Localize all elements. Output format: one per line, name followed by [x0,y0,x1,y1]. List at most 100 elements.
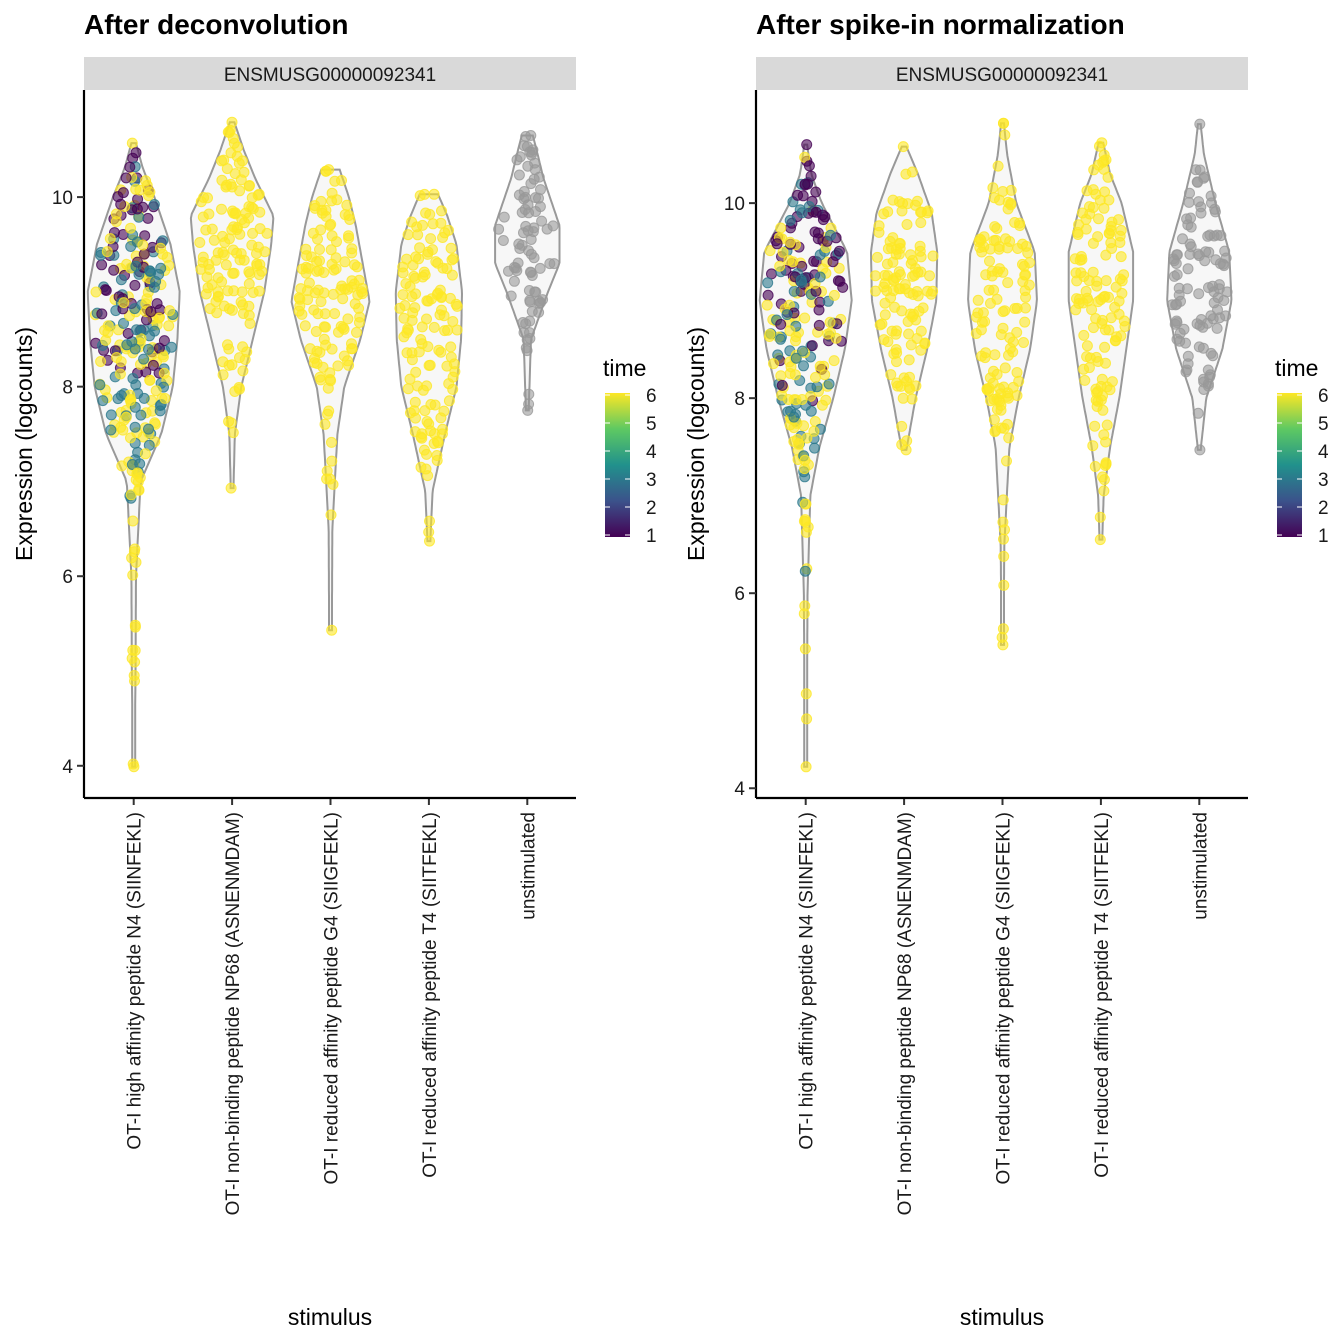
data-point [520,131,532,142]
data-point [521,141,533,152]
data-point [819,369,831,381]
data-point [896,420,908,432]
x-axis-title: stimulus [960,1304,1044,1330]
data-point [524,296,536,308]
data-point [798,420,810,432]
data-point [296,308,308,320]
data-point [444,292,456,304]
data-point [796,207,808,219]
data-point [1098,202,1110,214]
data-point [1118,269,1130,281]
data-point [493,223,505,235]
data-point [412,229,424,241]
data-point [525,248,537,260]
data-point [521,345,533,357]
data-point [833,245,845,257]
data-point [422,246,434,258]
data-point [423,526,435,538]
data-point [158,335,170,347]
data-point [424,535,435,547]
data-point [1100,458,1112,470]
data-point [343,359,355,371]
data-point [517,317,529,328]
data-point [100,285,112,296]
data-point [1092,231,1104,243]
data-point [120,172,132,184]
data-point [445,351,457,363]
data-point [149,325,160,337]
facet-strip [84,57,576,90]
data-point [352,289,364,301]
data-point [124,394,136,406]
data-point [814,249,826,261]
data-point [927,250,939,262]
data-point [435,217,447,229]
data-point [1017,238,1028,250]
data-point [216,203,227,215]
legend-tick-label: 3 [1318,470,1329,491]
data-point [202,192,213,204]
data-point [908,308,919,320]
data-point [817,214,829,226]
data-point [1001,418,1013,430]
data-point [430,256,442,268]
data-point [409,396,421,408]
data-point [514,151,526,163]
data-point [143,343,154,355]
data-point [1087,202,1099,213]
data-point [547,220,559,232]
x-tick-label: OT-I reduced affinity peptide T4 (SIITFE… [420,812,441,1178]
data-point [421,448,432,460]
data-point [972,294,984,306]
data-point [775,370,787,382]
data-point [204,303,216,315]
panel-1: After deconvolution ENSMUSG00000092341 OT-… [11,9,657,1330]
data-point [1191,318,1203,330]
data-point [428,321,440,333]
data-point [130,147,142,159]
data-point [1078,329,1090,341]
data-point [220,259,232,271]
data-point [533,306,545,318]
data-point [1184,248,1196,260]
data-point [810,206,822,218]
data-point [154,405,166,417]
data-point [890,328,902,340]
data-point [337,293,349,305]
data-point [237,341,249,353]
legend-tick-label: 5 [1318,414,1329,435]
data-point [137,239,149,251]
data-point [777,246,789,258]
data-point [125,241,137,252]
data-point [544,258,556,270]
data-point [143,423,154,435]
data-point [234,352,245,364]
data-point [1091,387,1103,399]
data-point [1193,196,1205,208]
data-point [417,219,428,231]
data-point [223,343,235,355]
data-point [406,347,418,359]
data-point [1094,511,1106,523]
data-point [983,284,995,296]
data-point [1101,419,1113,431]
data-point [522,160,534,172]
data-point [513,169,525,181]
data-point [1171,269,1183,281]
data-point [158,367,170,379]
data-point [1011,367,1023,378]
data-point [327,478,339,490]
data-point [326,436,337,448]
data-point [776,379,788,391]
data-point [980,347,992,359]
data-point [989,349,1001,361]
data-point [325,244,337,256]
data-point [1097,471,1109,483]
data-point [436,205,447,217]
data-point [219,237,231,248]
y-tick-label: 6 [62,567,73,588]
data-point [246,192,258,204]
data-point [897,141,909,153]
data-point [1070,304,1082,316]
x-tick-label: OT-I reduced affinity peptide G4 (SIIGFE… [994,812,1015,1184]
